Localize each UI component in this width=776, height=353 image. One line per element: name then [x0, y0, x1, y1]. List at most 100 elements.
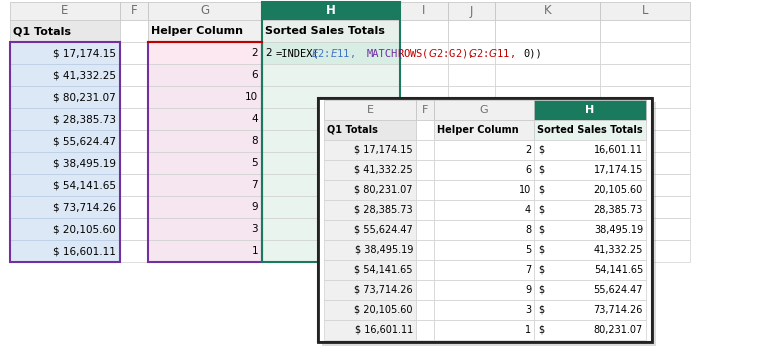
Text: 1: 1 — [525, 325, 531, 335]
Bar — [120, 20, 148, 42]
Bar — [434, 100, 534, 120]
Text: J: J — [469, 5, 473, 18]
Bar — [120, 2, 148, 20]
Bar — [434, 120, 534, 140]
Bar — [10, 152, 120, 174]
Bar — [10, 42, 120, 262]
Bar — [434, 320, 534, 340]
Text: $ 20,105.60: $ 20,105.60 — [54, 224, 116, 234]
Bar — [148, 42, 262, 64]
Bar — [600, 20, 690, 42]
Text: ROWS($G$2:G2),: ROWS($G$2:G2), — [397, 47, 473, 60]
Text: $: $ — [538, 305, 544, 315]
Text: 9: 9 — [251, 202, 258, 212]
Text: 8: 8 — [525, 225, 531, 235]
Text: Q1 Totals: Q1 Totals — [13, 26, 71, 36]
Bar — [262, 174, 400, 196]
Text: $ 38,495.19: $ 38,495.19 — [53, 158, 116, 168]
Text: $ 73,714.26: $ 73,714.26 — [53, 202, 116, 212]
Bar — [10, 64, 120, 86]
Bar — [120, 108, 148, 130]
Bar — [534, 180, 646, 200]
Bar — [120, 42, 148, 64]
Text: F: F — [422, 105, 428, 115]
Text: 9: 9 — [525, 285, 531, 295]
Bar — [120, 218, 148, 240]
Text: 8: 8 — [251, 136, 258, 146]
Bar — [148, 174, 262, 196]
Text: Q1 Totals: Q1 Totals — [327, 125, 378, 135]
Bar — [120, 130, 148, 152]
Bar — [120, 64, 148, 86]
Text: $: $ — [538, 285, 544, 295]
Bar — [10, 86, 120, 108]
Text: 5: 5 — [525, 245, 531, 255]
Bar — [148, 196, 262, 218]
Bar — [324, 320, 416, 340]
Bar — [400, 196, 448, 218]
Text: $ 16,601.11: $ 16,601.11 — [53, 246, 116, 256]
Bar — [120, 240, 148, 262]
Bar — [600, 64, 690, 86]
Bar — [262, 20, 400, 42]
Bar — [416, 100, 434, 120]
Bar — [416, 260, 434, 280]
Text: K: K — [544, 5, 551, 18]
Bar — [416, 120, 434, 140]
Text: 3: 3 — [525, 305, 531, 315]
Bar — [400, 152, 448, 174]
Bar — [400, 64, 448, 86]
Bar — [448, 196, 495, 218]
Bar — [324, 240, 416, 260]
Bar — [262, 42, 400, 64]
Bar — [10, 240, 120, 262]
Bar — [416, 180, 434, 200]
Bar — [534, 100, 646, 120]
Bar — [448, 240, 495, 262]
Bar — [534, 240, 646, 260]
Bar — [318, 98, 652, 342]
Text: 0)): 0)) — [524, 48, 542, 58]
Bar — [495, 196, 600, 218]
Text: 16,601.11: 16,601.11 — [594, 145, 643, 155]
Bar — [10, 218, 120, 240]
Bar — [434, 180, 534, 200]
Bar — [10, 108, 120, 130]
Text: $ 16,601.11: $ 16,601.11 — [355, 325, 413, 335]
Bar — [416, 320, 434, 340]
Text: 7: 7 — [525, 265, 531, 275]
Text: 73,714.26: 73,714.26 — [594, 305, 643, 315]
Bar — [324, 160, 416, 180]
Bar — [434, 140, 534, 160]
Bar — [600, 2, 690, 20]
Bar — [495, 86, 600, 108]
Text: Helper Column: Helper Column — [437, 125, 518, 135]
Bar — [148, 218, 262, 240]
Text: 4: 4 — [251, 114, 258, 124]
Bar — [324, 200, 416, 220]
Text: $E$2:$E$11,: $E$2:$E$11, — [311, 47, 355, 60]
Bar — [448, 42, 495, 64]
Bar — [10, 174, 120, 196]
Bar — [262, 108, 400, 130]
Bar — [324, 300, 416, 320]
Bar — [600, 108, 690, 130]
Bar — [434, 160, 534, 180]
Bar — [148, 108, 262, 130]
Bar — [400, 174, 448, 196]
Text: 41,332.25: 41,332.25 — [594, 245, 643, 255]
Text: $ 55,624.47: $ 55,624.47 — [355, 225, 413, 235]
Text: $: $ — [538, 245, 544, 255]
Bar — [434, 220, 534, 240]
Text: E: E — [366, 105, 373, 115]
Bar — [148, 2, 262, 20]
Bar — [262, 64, 400, 86]
Bar — [448, 218, 495, 240]
Bar — [434, 280, 534, 300]
Bar — [495, 130, 600, 152]
Text: $ 28,385.73: $ 28,385.73 — [355, 205, 413, 215]
Bar — [400, 86, 448, 108]
Text: $: $ — [538, 165, 544, 175]
Bar — [495, 2, 600, 20]
Text: H: H — [326, 5, 336, 18]
